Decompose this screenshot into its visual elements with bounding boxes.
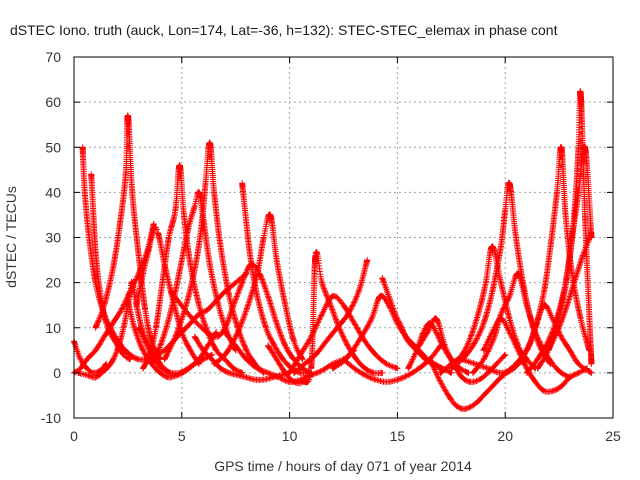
plus-markers — [168, 261, 315, 376]
plus-markers — [239, 180, 312, 377]
x-tick-label: 5 — [178, 428, 186, 444]
x-tick-label: 0 — [70, 428, 78, 444]
series-pass — [286, 292, 401, 376]
series-pass — [379, 275, 455, 376]
y-tick-label: -10 — [41, 410, 61, 426]
y-tick-label: 30 — [45, 230, 61, 246]
axis-ticks: 0 5 10 15 20 25 -10 0 10 20 30 40 50 60 70 — [41, 49, 621, 444]
x-tick-label: 10 — [282, 428, 298, 444]
x-axis-label: GPS time / hours of day 071 of year 2014 — [214, 458, 472, 474]
plus-markers — [286, 292, 401, 376]
y-tick-label: 60 — [45, 94, 61, 110]
plus-markers — [88, 171, 134, 363]
plus-markers — [265, 249, 386, 387]
plus-markers — [140, 162, 246, 376]
x-tick-label: 20 — [497, 428, 513, 444]
series-pass — [239, 180, 312, 377]
series-pass — [140, 162, 246, 376]
y-tick-label: 10 — [45, 320, 61, 336]
y-tick-label: 50 — [45, 139, 61, 155]
series-pass — [168, 261, 315, 376]
x-tick-label: 25 — [605, 428, 621, 444]
plus-markers — [545, 230, 595, 354]
x-tick-label: 15 — [390, 428, 406, 444]
series-pass — [265, 249, 386, 387]
chart-title: dSTEC Iono. truth (auck, Lon=174, Lat=-3… — [10, 22, 558, 38]
y-tick-label: 0 — [53, 365, 61, 381]
y-tick-label: 70 — [45, 49, 61, 65]
plus-markers — [290, 257, 371, 376]
plus-markers — [379, 275, 455, 376]
series-pass — [92, 112, 164, 363]
series-pass — [211, 211, 306, 367]
series-pass — [290, 257, 371, 376]
series-pass — [545, 230, 595, 354]
series-pass — [88, 171, 134, 363]
data-series — [71, 88, 595, 412]
y-tick-label: 40 — [45, 184, 61, 200]
y-tick-label: 20 — [45, 275, 61, 291]
plus-markers — [92, 112, 164, 363]
plus-markers — [211, 211, 306, 367]
y-axis-label: dSTEC / TECUs — [3, 186, 19, 288]
